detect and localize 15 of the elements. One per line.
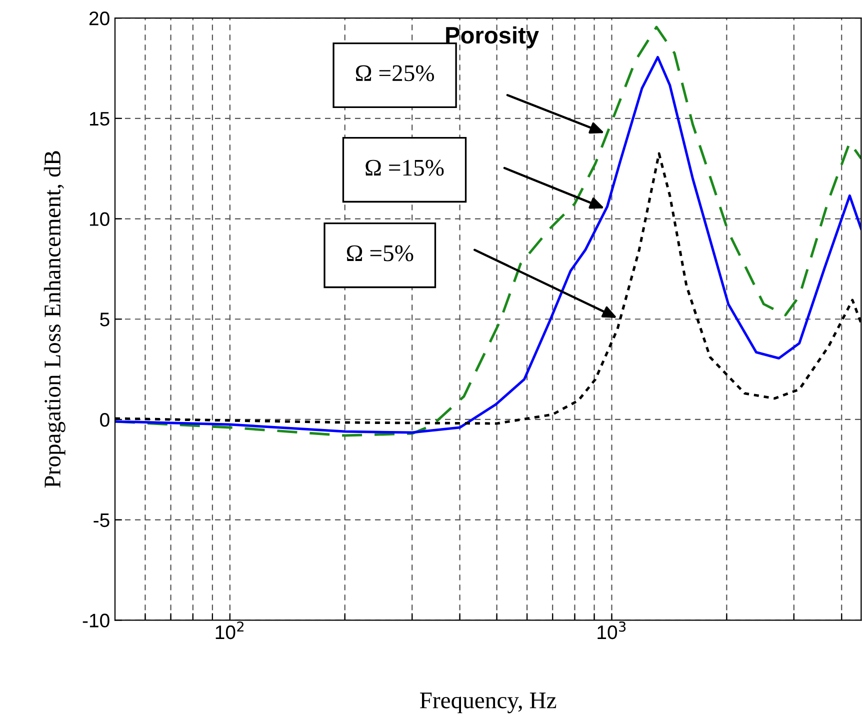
x-axis-title: Frequency, Hz xyxy=(420,692,556,714)
annotation: Ω =25% xyxy=(356,65,434,82)
y-tick-label: 10 xyxy=(90,212,110,226)
annotation: Ω =5% xyxy=(346,245,414,262)
x-tick-label: 10$^{3}$ xyxy=(598,621,626,640)
x-tick-label: 10$^{2}$ xyxy=(216,621,244,640)
y-tick-label: 20 xyxy=(89,12,110,26)
annotation: Porosity xyxy=(446,26,539,48)
y-tick-label: 0 xyxy=(100,412,110,427)
y-tick-label: 15 xyxy=(90,112,110,126)
annotation: Ω =15% xyxy=(366,160,444,176)
y-tick-label: 5 xyxy=(100,312,110,326)
y-tick-label: -5 xyxy=(94,514,110,528)
y-tick-label: -10 xyxy=(82,614,110,628)
y-axis-title: Propagation Loss Enhancement, dB xyxy=(44,151,66,488)
